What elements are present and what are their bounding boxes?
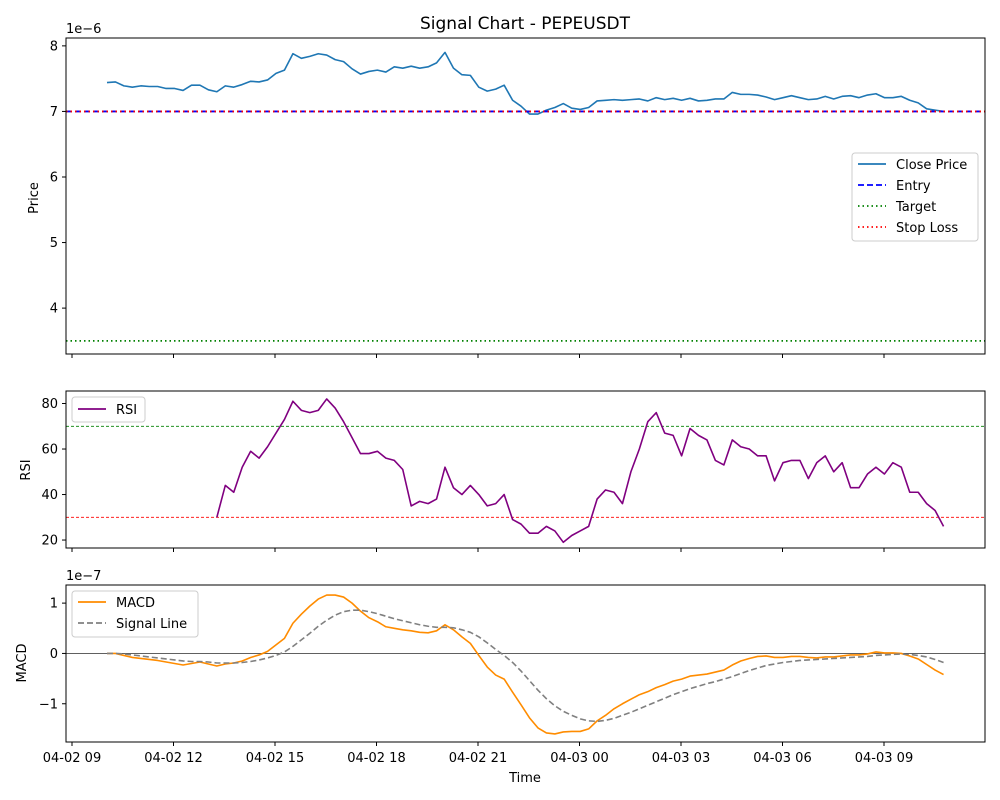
x-tick-label: 04-02 21: [449, 751, 507, 766]
time-x-tick-labels: 04-02 09 04-02 12 04-02 15 04-02 18 04-02 21…: [43, 751, 913, 766]
legend-label-signal-line: Signal Line: [116, 617, 187, 632]
price-y-tick-label: 8: [50, 39, 58, 54]
macd-legend: MACD Signal Line: [71, 590, 199, 638]
x-tick-label: 04-02 09: [43, 751, 101, 766]
price-legend: Close Price Entry Target Stop Loss: [851, 152, 979, 242]
rsi-series-rsi: [216, 398, 945, 544]
rsi-panel: 20 40 60 80 RSI RSI: [19, 390, 986, 552]
macd-panel: −1 0 1 1e−7 MACD MACD Signal Line 04-02 09…: [15, 569, 986, 786]
macd-axes-frame: [65, 584, 986, 743]
chart-title: Signal Chart - PEPEUSDT: [420, 14, 631, 34]
rsi-y-axis-label: RSI: [19, 459, 34, 480]
rsi-y-ticks: 20 40 60 80: [41, 397, 66, 549]
price-y-ticks: 4 5 6 7 8: [50, 39, 66, 317]
macd-y-ticks: −1 0 1: [39, 597, 66, 712]
price-y-tick-label: 4: [50, 302, 58, 317]
macd-x-ticks: [71, 742, 885, 746]
legend-label-rsi: RSI: [116, 403, 137, 418]
rsi-plot-lines: [66, 398, 985, 544]
price-plot-lines: [66, 51, 985, 342]
macd-y-tick-label: 0: [50, 647, 58, 662]
price-panel: 4 5 6 7 8 1e−6 Price Close Price Entry Targe…: [27, 22, 986, 358]
price-legend-box: [851, 152, 979, 242]
rsi-y-tick-label: 40: [41, 488, 58, 503]
rsi-legend-box: [71, 396, 146, 423]
macd-y-tick-label: 1: [50, 597, 58, 612]
x-tick-label: 04-03 06: [753, 751, 811, 766]
price-y-tick-label: 6: [50, 170, 58, 185]
price-x-ticks: [71, 354, 885, 358]
x-tick-label: 04-02 18: [347, 751, 405, 766]
legend-label-stop-loss: Stop Loss: [896, 221, 958, 236]
price-offset-label: 1e−6: [66, 22, 101, 37]
legend-label-target: Target: [895, 200, 936, 215]
x-axis-label: Time: [508, 771, 541, 786]
rsi-legend: RSI: [71, 396, 146, 423]
price-series-close-price: [106, 51, 944, 115]
x-tick-label: 04-03 00: [550, 751, 608, 766]
rsi-axes-frame: [65, 390, 986, 549]
macd-series-signal-line: [107, 609, 944, 723]
macd-plot-lines: [66, 594, 985, 735]
x-tick-label: 04-02 12: [144, 751, 202, 766]
x-tick-label: 04-02 15: [246, 751, 304, 766]
price-y-tick-label: 7: [50, 105, 58, 120]
macd-y-tick-label: −1: [39, 697, 58, 712]
legend-label-close-price: Close Price: [896, 158, 967, 173]
macd-y-axis-label: MACD: [15, 644, 30, 683]
legend-label-macd: MACD: [116, 596, 155, 611]
rsi-y-tick-label: 60: [41, 443, 58, 458]
x-tick-label: 04-03 09: [855, 751, 913, 766]
macd-offset-label: 1e−7: [66, 569, 101, 584]
rsi-x-ticks: [71, 548, 885, 552]
rsi-y-tick-label: 80: [41, 397, 58, 412]
rsi-y-tick-label: 20: [41, 534, 58, 549]
x-tick-label: 04-03 03: [652, 751, 710, 766]
macd-series-macd: [107, 594, 944, 735]
price-axes-frame: [65, 37, 986, 355]
price-y-axis-label: Price: [27, 182, 42, 214]
legend-label-entry: Entry: [896, 179, 931, 194]
price-y-tick-label: 5: [50, 236, 58, 251]
